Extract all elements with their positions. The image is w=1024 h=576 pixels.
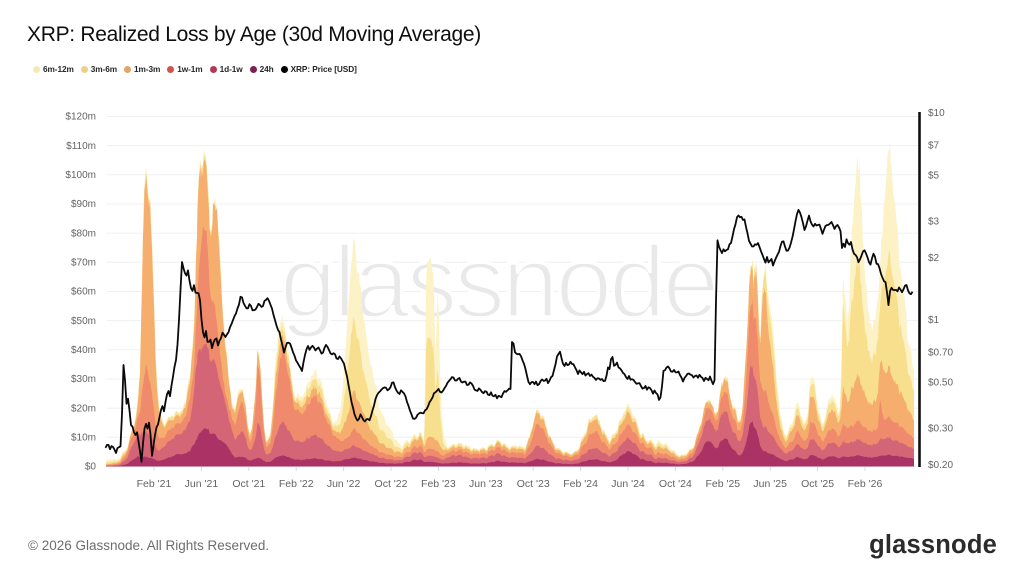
svg-text:Jun '25: Jun '25 — [753, 478, 787, 490]
svg-text:Feb '22: Feb '22 — [279, 478, 314, 490]
svg-text:glassnode: glassnode — [280, 225, 716, 339]
svg-text:$80m: $80m — [71, 228, 96, 239]
svg-text:$10m: $10m — [71, 433, 96, 444]
svg-text:Feb '23: Feb '23 — [421, 478, 456, 490]
svg-text:Oct '24: Oct '24 — [659, 478, 692, 490]
svg-text:$90m: $90m — [71, 199, 96, 210]
svg-text:Feb '25: Feb '25 — [705, 478, 740, 490]
svg-text:$0.30: $0.30 — [928, 423, 953, 434]
svg-text:$0: $0 — [85, 462, 97, 473]
svg-text:$0.70: $0.70 — [928, 347, 953, 358]
svg-text:$40m: $40m — [71, 345, 96, 356]
svg-text:Feb '24: Feb '24 — [563, 478, 598, 490]
svg-text:Oct '21: Oct '21 — [232, 478, 265, 490]
svg-text:Jun '24: Jun '24 — [611, 478, 645, 490]
svg-text:Jun '22: Jun '22 — [327, 478, 361, 490]
svg-text:Jun '21: Jun '21 — [185, 478, 219, 490]
svg-text:Feb '21: Feb '21 — [137, 478, 172, 490]
svg-text:$50m: $50m — [71, 316, 96, 327]
svg-text:$0.20: $0.20 — [928, 460, 953, 471]
svg-text:Feb '26: Feb '26 — [848, 478, 883, 490]
svg-text:$100m: $100m — [65, 170, 96, 181]
svg-text:$10: $10 — [928, 108, 945, 119]
svg-text:Oct '23: Oct '23 — [517, 478, 550, 490]
svg-text:$0.50: $0.50 — [928, 378, 953, 389]
svg-text:$120m: $120m — [65, 112, 96, 123]
svg-text:$70m: $70m — [71, 258, 96, 269]
svg-text:$20m: $20m — [71, 403, 96, 414]
svg-text:$7: $7 — [928, 140, 940, 151]
svg-text:Jun '23: Jun '23 — [469, 478, 503, 490]
svg-text:Oct '22: Oct '22 — [375, 478, 408, 490]
svg-text:$60m: $60m — [71, 287, 96, 298]
svg-text:$110m: $110m — [66, 141, 96, 152]
svg-text:$5: $5 — [928, 171, 940, 182]
svg-text:$3: $3 — [928, 216, 940, 227]
svg-text:$30m: $30m — [71, 374, 96, 385]
svg-text:$2: $2 — [928, 253, 940, 264]
svg-text:Oct '25: Oct '25 — [801, 478, 834, 490]
svg-text:$1: $1 — [928, 315, 940, 326]
